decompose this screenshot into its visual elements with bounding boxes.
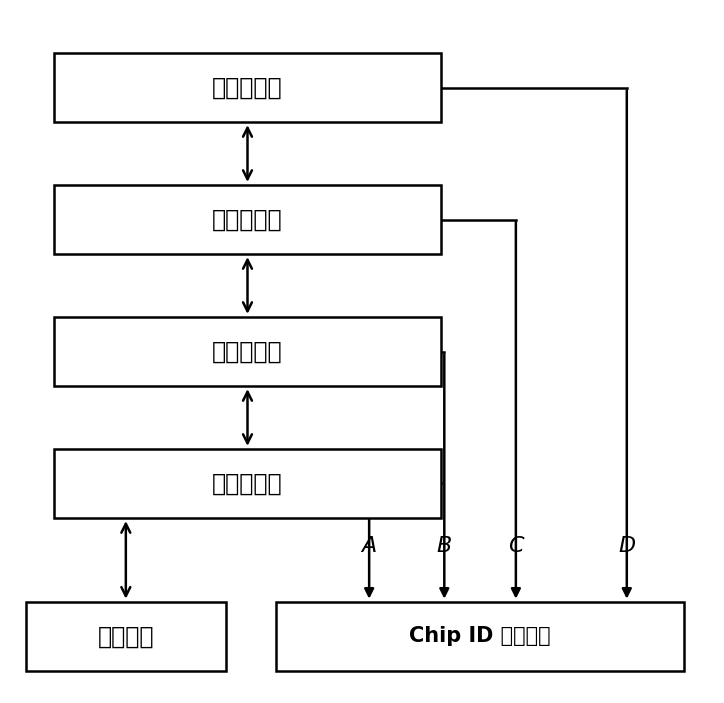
FancyBboxPatch shape [54,317,441,386]
Text: 第一金属层: 第一金属层 [212,472,283,496]
FancyBboxPatch shape [25,602,226,671]
Text: 电子器件: 电子器件 [98,624,154,648]
Text: A: A [361,536,376,557]
Text: B: B [437,536,452,557]
Text: C: C [508,536,523,557]
FancyBboxPatch shape [276,602,684,671]
FancyBboxPatch shape [54,449,441,518]
Text: 第四金属层: 第四金属层 [212,75,283,100]
FancyBboxPatch shape [54,53,441,122]
FancyBboxPatch shape [54,185,441,254]
Text: D: D [618,536,636,557]
Text: Chip ID 配置系统: Chip ID 配置系统 [409,626,551,646]
Text: 第二金属层: 第二金属层 [212,340,283,363]
Text: 第三金属层: 第三金属层 [212,207,283,231]
